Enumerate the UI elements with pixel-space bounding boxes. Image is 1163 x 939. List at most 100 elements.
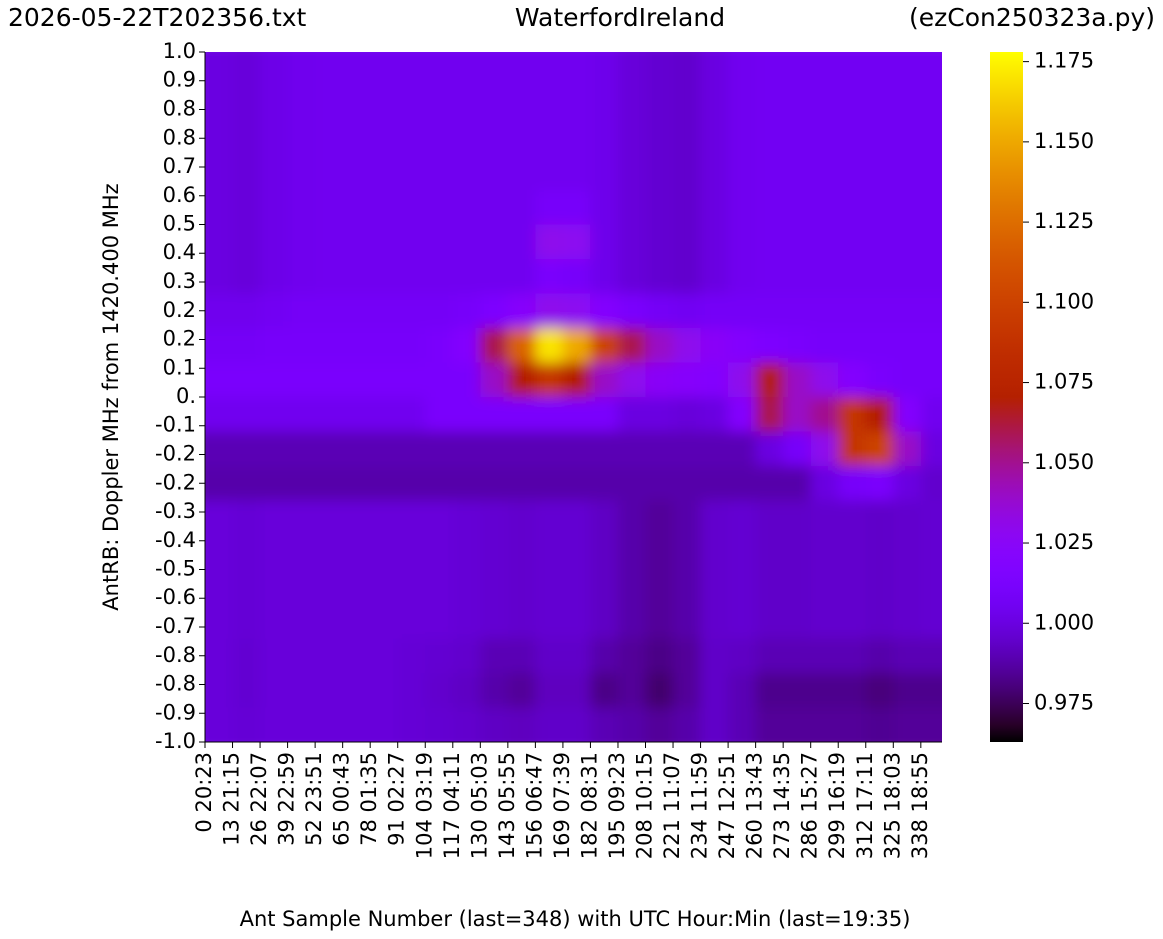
heatmap-cell [617,638,647,674]
heatmap-cell [783,431,812,467]
heatmap-cell [205,500,234,536]
heatmap-cell [452,604,481,639]
y-tick-label: 0.2 [163,326,196,350]
heatmap-cell [232,155,261,191]
heatmap-cell [370,86,399,122]
heatmap-cell [728,431,757,467]
heatmap-cell [452,500,481,536]
heatmap-cell [342,328,371,363]
heatmap-cell [287,535,316,570]
y-tick-label: 1.0 [163,39,196,63]
heatmap-cell [205,190,234,225]
heatmap-cell [342,155,371,191]
heatmap-cell [287,293,316,329]
heatmap-cell [260,224,289,260]
heatmap-cell [893,86,922,122]
heatmap-cell [370,190,399,225]
heatmap-cell [287,224,316,260]
heatmap-cell [783,121,812,156]
heatmap-cell [755,52,784,87]
heatmap-cell [315,535,344,570]
heatmap-cell [260,190,289,225]
heatmap-cell [838,466,867,501]
heatmap-cell [783,328,812,363]
heatmap-cell [287,86,316,122]
heatmap-cell [480,362,509,398]
x-tick-label: 91 02:27 [385,752,409,846]
x-tick-label: 260 13:43 [743,752,767,859]
heatmap-cell [370,224,399,260]
heatmap-cell [260,121,289,156]
heatmap-cell [562,569,591,605]
heatmap-cell [617,86,647,122]
heatmap-cell [838,328,867,363]
heatmap-cell [700,673,729,708]
heatmap-cell [452,362,481,398]
heatmap-cell [838,293,867,329]
heatmap-cell [315,500,344,536]
y-tick-label: -0.3 [155,499,196,523]
heatmap-cell [673,52,702,87]
heatmap-cell [673,707,702,742]
heatmap-cell [562,224,591,260]
heatmap-cell [617,121,647,156]
heatmap-cell [755,500,784,536]
x-tick-label: 130 05:03 [467,752,491,859]
heatmap-cell [893,52,922,87]
heatmap-cell [287,500,316,536]
heatmap-cell [865,500,894,536]
heatmap-cell [370,431,399,467]
heatmap-cell [755,293,784,329]
heatmap-cell [480,86,509,122]
heatmap-cell [810,190,839,225]
heatmap-cell [590,362,619,398]
heatmap-cell [397,224,426,260]
x-tick-label: 234 11:59 [688,752,712,859]
heatmap-cell [920,431,942,467]
heatmap-cell [673,293,702,329]
heatmap-cell [865,707,894,742]
heatmap-cell [562,259,591,294]
heatmap-cell [205,52,234,87]
heatmap-cell [315,707,344,742]
heatmap-cell [452,535,481,570]
heatmap-cell [893,638,922,674]
heatmap-cell [507,86,536,122]
heatmap-cell [480,638,509,674]
heatmap-cell [865,52,894,87]
heatmap-cell [425,707,454,742]
heatmap-cell [342,466,371,501]
heatmap-cell [673,224,702,260]
heatmap-cell [397,673,426,708]
heatmap-cell [452,569,481,605]
heatmap-cell [783,52,812,87]
heatmap-cell [342,259,371,294]
heatmap-cell [232,362,261,398]
colorbar-tick-label: 1.050 [1034,450,1094,474]
heatmap-cell [673,604,702,639]
heatmap-cell [700,259,729,294]
heatmap-cell [315,397,344,432]
heatmap-cell [562,362,591,398]
heatmap-cell [562,638,591,674]
heatmap-cell [480,224,509,260]
heatmap-cell [645,155,674,191]
heatmap-cell [865,328,894,363]
heatmap-cell [590,155,619,191]
heatmap-cell [232,535,261,570]
heatmap-cell [480,121,509,156]
colorbar-tick-label: 1.150 [1034,129,1094,153]
heatmap-cell [920,569,942,605]
heatmap-cell [315,673,344,708]
script-title: (ezCon250323a.py) [909,3,1155,32]
y-tick-label: 0.1 [163,355,196,379]
heatmap-cell [232,431,261,467]
heatmap-cell [810,52,839,87]
heatmap-cell [838,569,867,605]
heatmap-cell [205,673,234,708]
heatmap-cell [562,466,591,501]
heatmap-cell [315,604,344,639]
heatmap-cell [590,638,619,674]
heatmap-cell [480,500,509,536]
heatmap-cell [920,707,942,742]
